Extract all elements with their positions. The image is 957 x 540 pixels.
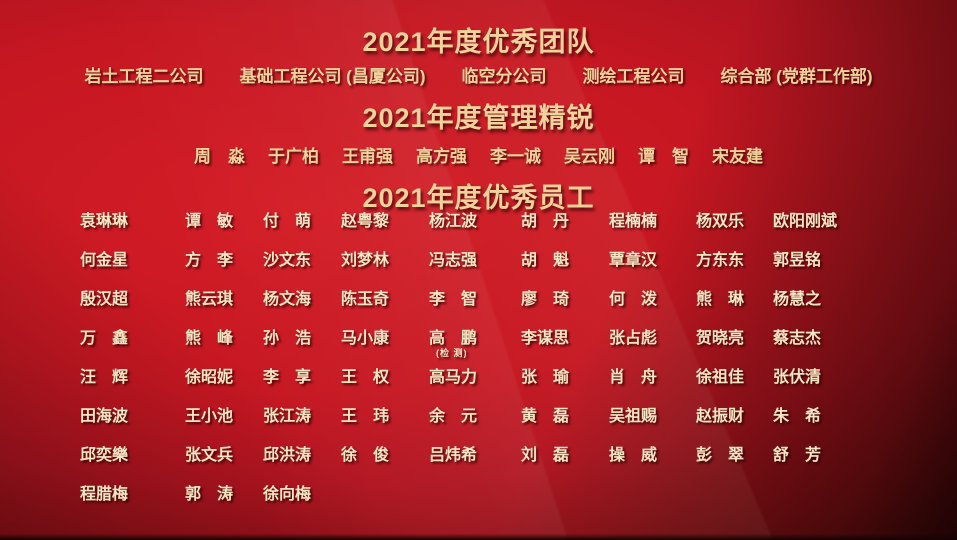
employee-name: 郭昱铭 bbox=[773, 252, 822, 269]
employee-name: 汪 辉 bbox=[80, 369, 129, 386]
employee-name: 覃章汉 bbox=[609, 252, 658, 269]
employee-name: 程腊梅 bbox=[80, 486, 129, 503]
employee-name: 田海波 bbox=[80, 408, 129, 425]
employee-name: 杨江波 bbox=[429, 213, 478, 230]
team-item: 综合部 (党群工作部) bbox=[720, 67, 873, 86]
employee-name: 徐向梅 bbox=[263, 486, 312, 503]
elite-name: 高方强 bbox=[416, 147, 467, 166]
employee-name: 杨双乐 bbox=[696, 213, 745, 230]
employee-name: 谭 敏 bbox=[185, 213, 234, 230]
employee-name: 张伏清 bbox=[773, 369, 822, 386]
employee-name: 欧阳刚斌 bbox=[773, 213, 838, 230]
employee-name: 刘梦林 bbox=[341, 252, 390, 269]
team-item: 岩土工程二公司 bbox=[84, 67, 204, 86]
employee-name: 操 威 bbox=[609, 447, 658, 464]
elite-name: 周 淼 bbox=[194, 147, 245, 166]
employee-row: 袁琳琳 谭 敏 付 萌 赵粤黎 杨江波 胡 丹 程楠楠 杨双乐 欧阳刚斌 bbox=[80, 212, 957, 251]
employee-name: 沙文东 bbox=[263, 252, 312, 269]
employee-name: 余 元 bbox=[429, 408, 478, 425]
employee-name: 舒 芳 bbox=[773, 447, 822, 464]
elite-name: 吴云刚 bbox=[564, 147, 615, 166]
employee-name: 蔡志杰 bbox=[773, 330, 822, 347]
employee-note: (检 测) bbox=[436, 348, 468, 358]
employee-name: 郭 涛 bbox=[185, 486, 234, 503]
employee-name: 吴祖赐 bbox=[609, 408, 658, 425]
teams-section-title: 2021年度优秀团队 bbox=[362, 27, 595, 57]
elite-name: 李一诚 bbox=[490, 147, 541, 166]
employee-name: 邱奕樂 bbox=[80, 447, 129, 464]
employee-row: 邱奕樂 张文兵 邱洪涛 徐 俊 吕炜希 刘 磊 操 威 彭 翠 舒 芳 bbox=[80, 446, 957, 485]
employee-name: 袁琳琳 bbox=[80, 213, 129, 230]
employee-name: 徐 俊 bbox=[341, 447, 390, 464]
employee-row: 汪 辉 徐昭妮 李 享 王 权 高马力 张 瑜 肖 舟 徐祖佳 张伏清 bbox=[80, 368, 957, 407]
employee-name: 贺晓亮 bbox=[696, 330, 745, 347]
employee-name: 高 鹏 (检 测) bbox=[429, 329, 521, 358]
employee-name: 付 萌 bbox=[263, 213, 312, 230]
employee-name: 肖 舟 bbox=[609, 369, 658, 386]
employee-name: 杨文海 bbox=[263, 291, 312, 308]
employee-name: 李 智 bbox=[429, 291, 478, 308]
employee-name: 陈玉奇 bbox=[341, 291, 390, 308]
elite-name: 王甫强 bbox=[342, 147, 393, 166]
employee-row: 殷汉超 熊云琪 杨文海 陈玉奇 李 智 廖 琦 何 泼 熊 琳 杨慧之 bbox=[80, 290, 957, 329]
employees-section-title: 2021年度优秀员工 bbox=[362, 183, 595, 213]
elite-name: 于广柏 bbox=[268, 147, 319, 166]
employee-name: 熊 琳 bbox=[696, 291, 745, 308]
employee-name: 何金星 bbox=[80, 252, 129, 269]
employee-name: 方 李 bbox=[185, 252, 234, 269]
employee-name: 冯志强 bbox=[429, 252, 478, 269]
employee-name: 彭 翠 bbox=[696, 447, 745, 464]
elites-section-title: 2021年度管理精锐 bbox=[362, 103, 595, 133]
employee-name: 殷汉超 bbox=[80, 291, 129, 308]
employees-grid: 袁琳琳 谭 敏 付 萌 赵粤黎 杨江波 胡 丹 程楠楠 杨双乐 欧阳刚斌何金星 方 李 沙文东 刘梦林… bbox=[0, 212, 957, 524]
elites-list: 周 淼 于广柏 王甫强 高方强 李一诚 吴云刚 谭 智 宋友建 bbox=[0, 142, 957, 167]
employee-name: 熊云琪 bbox=[185, 291, 234, 308]
employee-name: 李 享 bbox=[263, 369, 312, 386]
employee-name: 张文兵 bbox=[185, 447, 234, 464]
employee-row: 万 鑫 熊 峰 孙 浩 马小康 高 鹏 (检 测) 李谋思 张占彪 贺晓亮 蔡志杰 bbox=[80, 329, 957, 368]
employee-name: 孙 浩 bbox=[263, 330, 312, 347]
employee-name: 程楠楠 bbox=[609, 213, 658, 230]
employee-name: 徐祖佳 bbox=[696, 369, 745, 386]
team-item: 基础工程公司 (昌厦公司) bbox=[239, 67, 426, 86]
employee-name: 方东东 bbox=[696, 252, 745, 269]
employee-name: 马小康 bbox=[341, 330, 390, 347]
employee-name: 徐昭妮 bbox=[185, 369, 234, 386]
employee-name: 李谋思 bbox=[521, 330, 570, 347]
employee-name: 何 泼 bbox=[609, 291, 658, 308]
employee-name: 杨慧之 bbox=[773, 291, 822, 308]
employee-row: 程腊梅 郭 涛 徐向梅 bbox=[80, 485, 957, 524]
team-item: 临空分公司 bbox=[461, 67, 547, 86]
employee-name: 张占彪 bbox=[609, 330, 658, 347]
employee-name: 王 玮 bbox=[341, 408, 390, 425]
employee-name: 朱 希 bbox=[773, 408, 822, 425]
employee-name: 赵粤黎 bbox=[341, 213, 390, 230]
employee-name: 王小池 bbox=[185, 408, 234, 425]
employee-name: 廖 琦 bbox=[521, 291, 570, 308]
teams-list: 岩土工程二公司 基础工程公司 (昌厦公司) 临空分公司 测绘工程公司 综合部 (党群工作… bbox=[0, 62, 957, 87]
employee-name: 刘 磊 bbox=[521, 447, 570, 464]
employee-name: 张江涛 bbox=[263, 408, 312, 425]
team-item: 测绘工程公司 bbox=[582, 67, 685, 86]
employee-name: 黄 磊 bbox=[521, 408, 570, 425]
elite-name: 宋友建 bbox=[712, 147, 763, 166]
employee-row: 何金星 方 李 沙文东 刘梦林 冯志强 胡 魁 覃章汉 方东东 郭昱铭 bbox=[80, 251, 957, 290]
employee-name: 万 鑫 bbox=[80, 330, 129, 347]
employee-name: 张 瑜 bbox=[521, 369, 570, 386]
employee-name: 邱洪涛 bbox=[263, 447, 312, 464]
employee-name: 胡 魁 bbox=[521, 252, 570, 269]
employee-name: 高马力 bbox=[429, 369, 478, 386]
employee-name: 胡 丹 bbox=[521, 213, 570, 230]
employee-name: 熊 峰 bbox=[185, 330, 234, 347]
employee-name: 赵振财 bbox=[696, 408, 745, 425]
employee-row: 田海波 王小池 张江涛 王 玮 余 元 黄 磊 吴祖赐 赵振财 朱 希 bbox=[80, 407, 957, 446]
elite-name: 谭 智 bbox=[638, 147, 689, 166]
employee-name: 吕炜希 bbox=[429, 447, 478, 464]
employee-name: 王 权 bbox=[341, 369, 390, 386]
